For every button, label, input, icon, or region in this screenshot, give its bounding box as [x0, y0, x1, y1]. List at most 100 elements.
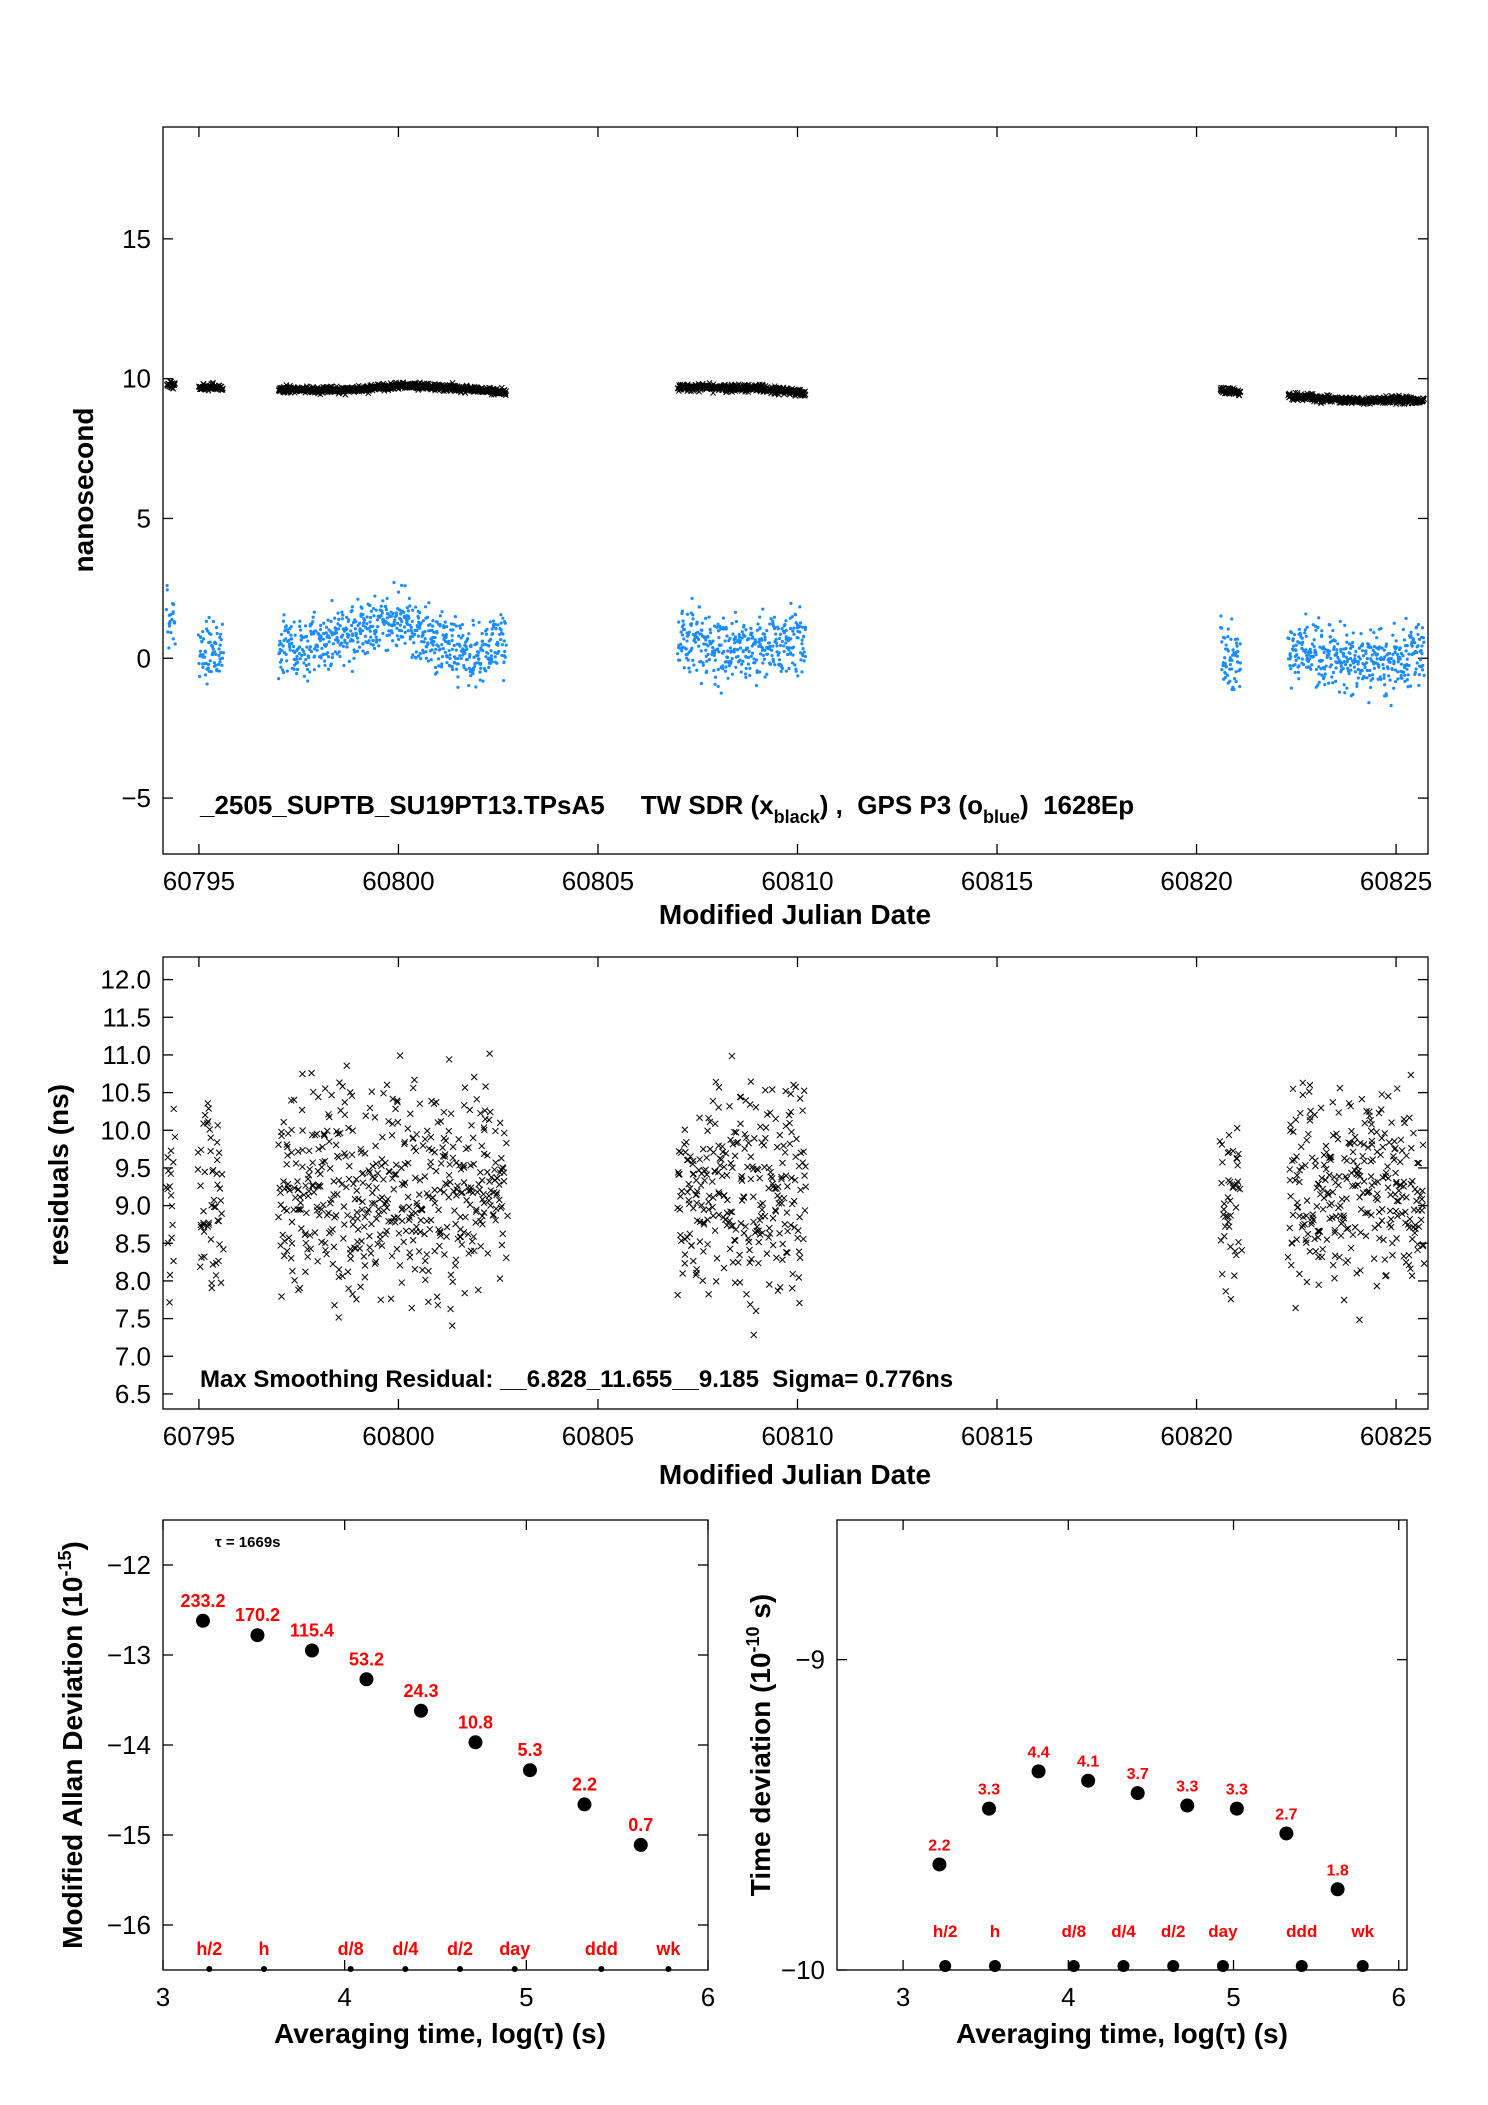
gps-p3-point	[218, 660, 222, 664]
y-tick-label: 8.0	[115, 1266, 151, 1296]
gps-p3-point	[295, 672, 299, 676]
y-tick-label: 11.5	[102, 1002, 151, 1032]
gps-p3-point	[471, 672, 475, 676]
residual-point	[383, 1081, 391, 1089]
gps-p3-point	[308, 647, 312, 652]
gps-p3-point	[302, 652, 307, 656]
gps-p3-point	[1349, 656, 1353, 661]
residual-point	[743, 1290, 750, 1298]
residual-point	[283, 1160, 291, 1168]
gps-p3-point	[218, 643, 222, 647]
residual-point	[447, 1271, 455, 1279]
gps-p3-point	[1358, 657, 1362, 661]
gps-p3-point	[763, 648, 767, 652]
gps-p3-point	[423, 605, 428, 609]
gps-p3-point	[443, 639, 448, 644]
gps-p3-point	[362, 618, 367, 622]
residual-point	[468, 1237, 476, 1245]
residual-point	[1414, 1246, 1421, 1254]
deviation-point-label: 233.2	[180, 1591, 225, 1611]
gps-p3-point	[340, 617, 344, 621]
residual-point	[398, 1217, 406, 1225]
gps-p3-point	[1371, 673, 1375, 677]
residual-point	[377, 1296, 385, 1304]
residual-point	[683, 1233, 691, 1241]
gps-p3-point	[691, 632, 695, 637]
residuals-xlabel: Modified Julian Date	[659, 1459, 931, 1490]
gps-p3-point	[395, 621, 400, 625]
gps-p3-point	[1220, 640, 1224, 644]
gps-p3-point	[1304, 634, 1308, 638]
residual-point	[213, 1139, 221, 1146]
gps-p3-point	[782, 644, 786, 648]
residual-point	[1303, 1136, 1311, 1144]
gps-p3-point	[1392, 621, 1396, 625]
residual-point	[783, 1209, 791, 1216]
gps-p3-point	[502, 639, 506, 643]
gps-p3-point	[474, 685, 478, 689]
gps-p3-point	[744, 675, 748, 679]
gps-p3-point	[794, 669, 798, 673]
gps-p3-point	[1382, 676, 1386, 680]
residual-point	[1342, 1173, 1349, 1180]
gps-p3-point	[501, 632, 505, 636]
residual-point	[1290, 1156, 1298, 1164]
gps-p3-point	[422, 640, 426, 644]
residual-point	[410, 1144, 418, 1151]
residual-point	[1369, 1156, 1377, 1163]
gps-p3-point	[220, 622, 225, 626]
residual-point	[461, 1289, 469, 1297]
residual-point	[374, 1170, 382, 1177]
residual-point	[496, 1119, 504, 1127]
residual-point	[1313, 1202, 1321, 1210]
gps-p3-point	[681, 619, 685, 623]
gps-p3-point	[201, 665, 205, 670]
gps-p3-point	[381, 599, 385, 603]
gps-p3-point	[722, 649, 726, 654]
gps-p3-point	[1405, 657, 1409, 661]
residual-point	[297, 1199, 304, 1207]
gps-p3-point	[458, 644, 462, 648]
gps-p3-point	[787, 646, 792, 650]
gps-p3-point	[1331, 628, 1335, 633]
residual-point	[339, 1082, 346, 1090]
residual-point	[1329, 1261, 1337, 1269]
x-tick-label: 60810	[761, 1421, 833, 1451]
residual-point	[451, 1207, 458, 1215]
gps-p3-point	[1292, 633, 1297, 637]
residual-point	[216, 1240, 223, 1248]
gps-p3-point	[1387, 674, 1391, 678]
gps-p3-point	[721, 667, 725, 671]
residual-point	[1339, 1218, 1347, 1226]
gps-p3-point	[1348, 651, 1352, 656]
gps-p3-point	[695, 620, 699, 624]
y-tick-label: 12.0	[100, 965, 151, 995]
residual-point	[296, 1284, 304, 1292]
gps-p3-point	[779, 665, 784, 669]
gps-p3-point	[1303, 631, 1307, 635]
gps-p3-point	[682, 623, 686, 627]
residual-point	[750, 1218, 757, 1226]
gps-p3-point	[738, 658, 742, 662]
residual-point	[723, 1171, 731, 1179]
gps-p3-point	[1420, 651, 1424, 656]
gps-p3-point	[304, 634, 309, 639]
gps-p3-point	[167, 646, 171, 650]
gps-p3-point	[339, 641, 344, 645]
gps-p3-point	[375, 618, 379, 622]
gps-p3-point	[689, 623, 693, 628]
residual-point	[218, 1171, 226, 1178]
averaging-time-marker	[1356, 1960, 1369, 1972]
residual-point	[449, 1278, 457, 1286]
residual-point	[452, 1159, 460, 1167]
gps-p3-point	[441, 647, 445, 651]
gps-p3-point	[755, 628, 759, 632]
gps-p3-point	[707, 658, 712, 662]
residual-point	[755, 1238, 763, 1246]
gps-p3-point	[430, 648, 434, 652]
gps-p3-point	[280, 648, 284, 653]
gps-p3-point	[802, 659, 806, 663]
gps-p3-point	[173, 620, 177, 624]
gps-p3-point	[787, 666, 791, 671]
gps-p3-point	[713, 624, 717, 628]
